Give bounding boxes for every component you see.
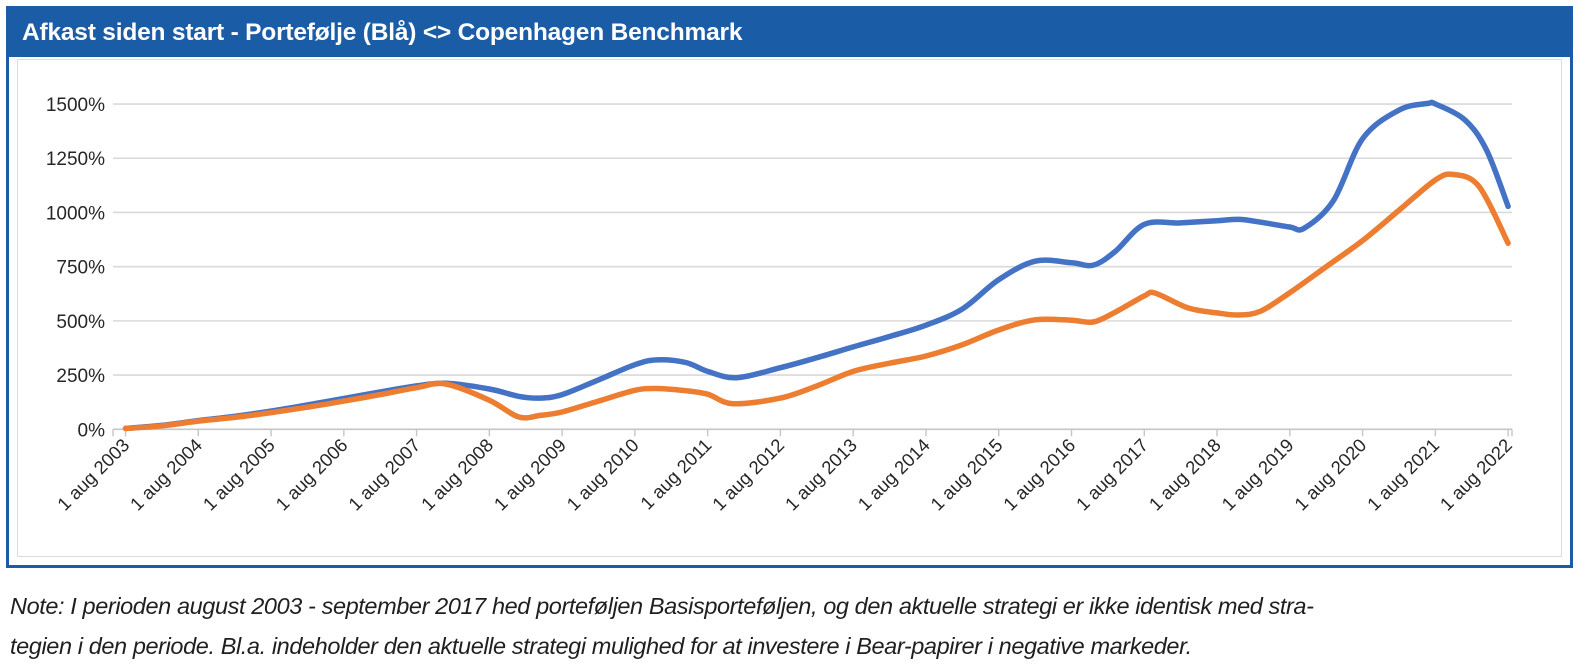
x-tick-label: 1 aug 2020 — [1290, 434, 1370, 514]
y-tick-label: 500% — [56, 312, 105, 333]
y-tick-label: 1250% — [46, 149, 105, 170]
footnote-line-2: tegien i den periode. Bl.a. indeholder d… — [10, 633, 1192, 659]
plot-area: 0% 250% 500% 750% 1000% 1250% 1500% 1 aug 2003 1… — [9, 57, 1570, 565]
x-tick-label: 1 aug 2016 — [999, 434, 1079, 514]
x-tick-label: 1 aug 2008 — [417, 434, 497, 514]
x-tick-label: 1 aug 2022 — [1436, 434, 1516, 514]
chart-title: Afkast siden start - Portefølje (Blå) <>… — [22, 19, 743, 46]
chart-figure: Afkast siden start - Portefølje (Blå) <>… — [6, 6, 1573, 568]
x-tick-label: 1 aug 2014 — [853, 434, 933, 514]
series-line-copenhagen-benchmark — [122, 171, 1511, 432]
x-tick-label: 1 aug 2018 — [1145, 434, 1225, 514]
x-tick-label: 1 aug 2012 — [708, 434, 788, 514]
chart-title-bar: Afkast siden start - Portefølje (Blå) <>… — [9, 9, 1570, 57]
y-tick-label: 750% — [56, 258, 105, 279]
x-tick-label: 1 aug 2015 — [926, 434, 1006, 514]
y-tick-label: 0% — [78, 420, 106, 441]
x-tick-label: 1 aug 2009 — [490, 434, 570, 514]
footnote-line-1: Note: I perioden august 2003 - september… — [10, 593, 1314, 619]
x-tick-label: 1 aug 2021 — [1363, 434, 1443, 514]
x-tick-label: 1 aug 2010 — [562, 434, 642, 514]
series-line-portef-lje — [122, 99, 1511, 432]
x-tick-label: 1 aug 2019 — [1217, 434, 1297, 514]
x-tick-label: 1 aug 2011 — [636, 434, 715, 513]
x-tick-label: 1 aug 2005 — [199, 434, 279, 514]
y-tick-label: 1000% — [46, 203, 105, 224]
x-tick-label: 1 aug 2017 — [1072, 434, 1152, 514]
x-tick-label: 1 aug 2003 — [53, 434, 133, 514]
x-tick-label: 1 aug 2007 — [344, 434, 424, 514]
footnote: Note: I perioden august 2003 - september… — [10, 586, 1570, 666]
x-tick-label: 1 aug 2013 — [781, 434, 861, 514]
x-tick-label: 1 aug 2004 — [126, 434, 206, 514]
y-tick-label: 1500% — [46, 95, 105, 116]
x-tick-label: 1 aug 2006 — [271, 434, 351, 514]
line-chart-canvas: 0%250%500%750%1000%1250%1500%1 aug 20031… — [46, 95, 1516, 515]
y-tick-label: 250% — [56, 366, 105, 387]
